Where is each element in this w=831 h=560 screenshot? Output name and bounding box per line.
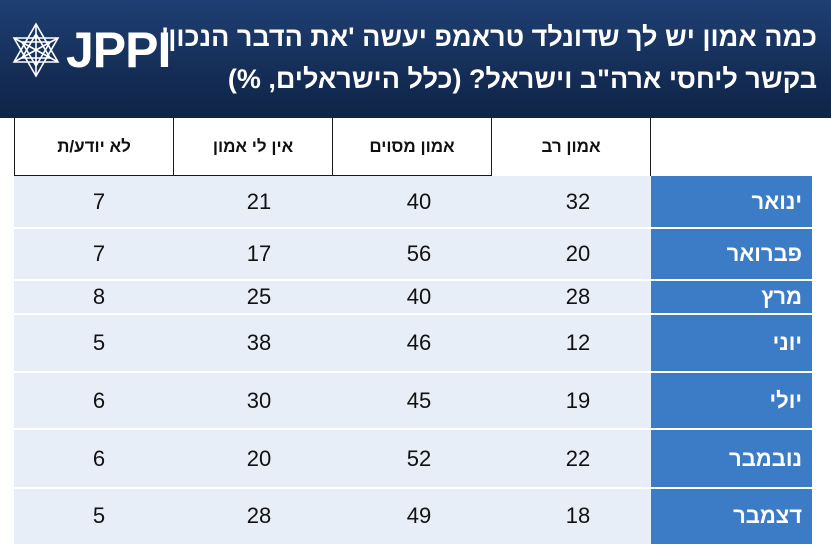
cell-no-trust: 28 <box>246 503 272 528</box>
col-header-high-trust: אמון רב <box>492 118 651 176</box>
row-separator <box>14 428 812 430</box>
title-line-1: כמה אמון יש לך שדונלד טראמפ יעשה 'את הדב… <box>161 22 817 52</box>
row-label: יולי <box>651 372 812 429</box>
cell-high-trust: 18 <box>565 503 591 528</box>
cell-high-trust: 22 <box>565 445 591 471</box>
row-cells: 19 45 30 6 <box>14 372 651 429</box>
table-row: 32 40 21 7 ינואר <box>14 176 812 228</box>
col-header-some-trust: אמון מסוים <box>333 118 492 176</box>
header-banner: JPPI כמה אמון יש לך שדונלד טראמפ יעשה 'א… <box>0 0 831 118</box>
table-row: 19 45 30 6 יולי <box>14 371 812 429</box>
cell-some-trust: 46 <box>406 330 432 355</box>
cell-high-trust: 19 <box>565 387 591 413</box>
title-line-2: בקשר ליחסי ארה"ב וישראל? (כלל הישראלים, … <box>227 64 817 94</box>
cell-no-trust: 25 <box>246 284 272 309</box>
cell-dont-know: 5 <box>92 503 106 528</box>
cell-some-trust: 56 <box>406 241 432 266</box>
table-row: 18 49 28 5 דצמבר <box>14 487 812 544</box>
table-row: 22 52 20 6 נובמבר <box>14 428 812 488</box>
row-separator <box>14 227 812 229</box>
cell-dont-know: 7 <box>92 189 106 214</box>
cell-dont-know: 8 <box>92 284 106 309</box>
cell-no-trust: 38 <box>246 330 272 355</box>
cell-high-trust: 20 <box>565 241 591 266</box>
cell-some-trust: 40 <box>406 284 432 309</box>
cell-no-trust: 20 <box>246 445 272 471</box>
chart-title: כמה אמון יש לך שדונלד טראמפ יעשה 'את הדב… <box>161 16 817 100</box>
row-label: יוני <box>651 314 812 372</box>
row-cells: 32 40 21 7 <box>14 176 651 228</box>
cell-high-trust: 32 <box>565 189 591 214</box>
cell-no-trust: 17 <box>246 241 272 266</box>
table-row: 28 40 25 8 מרץ <box>14 279 812 314</box>
cell-some-trust: 49 <box>406 503 432 528</box>
row-label: נובמבר <box>651 429 812 488</box>
cell-dont-know: 6 <box>92 387 106 413</box>
table-row: 20 56 17 7 פברואר <box>14 227 812 280</box>
row-cells: 20 56 17 7 <box>14 228 651 280</box>
cell-dont-know: 7 <box>92 241 106 266</box>
row-cells: 12 46 38 5 <box>14 314 651 372</box>
row-separator <box>14 313 812 315</box>
row-cells: 28 40 25 8 <box>14 280 651 314</box>
cell-some-trust: 40 <box>406 189 432 214</box>
row-label: פברואר <box>651 228 812 280</box>
row-cells: 18 49 28 5 <box>14 488 651 544</box>
row-label: דצמבר <box>651 488 812 544</box>
row-separator <box>14 371 812 373</box>
row-separator <box>14 279 812 281</box>
cell-some-trust: 45 <box>406 387 432 413</box>
col-header-dont-know: לא יודע/ת <box>14 118 174 176</box>
col-header-no-trust: אין לי אמון <box>174 118 333 176</box>
cell-high-trust: 12 <box>565 330 591 355</box>
row-separator <box>14 487 812 489</box>
table-row: 12 46 38 5 יוני <box>14 313 812 372</box>
jppi-logo: JPPI <box>8 20 171 80</box>
logo-text: JPPI <box>66 22 171 78</box>
cell-high-trust: 28 <box>565 284 591 309</box>
row-cells: 22 52 20 6 <box>14 429 651 488</box>
cell-dont-know: 6 <box>92 445 106 471</box>
cell-some-trust: 52 <box>406 445 432 471</box>
cell-no-trust: 30 <box>246 387 272 413</box>
row-label: ינואר <box>651 176 812 228</box>
cell-no-trust: 21 <box>246 189 272 214</box>
row-label: מרץ <box>651 280 812 314</box>
cell-dont-know: 5 <box>92 330 106 355</box>
star-of-david-icon <box>12 22 60 78</box>
